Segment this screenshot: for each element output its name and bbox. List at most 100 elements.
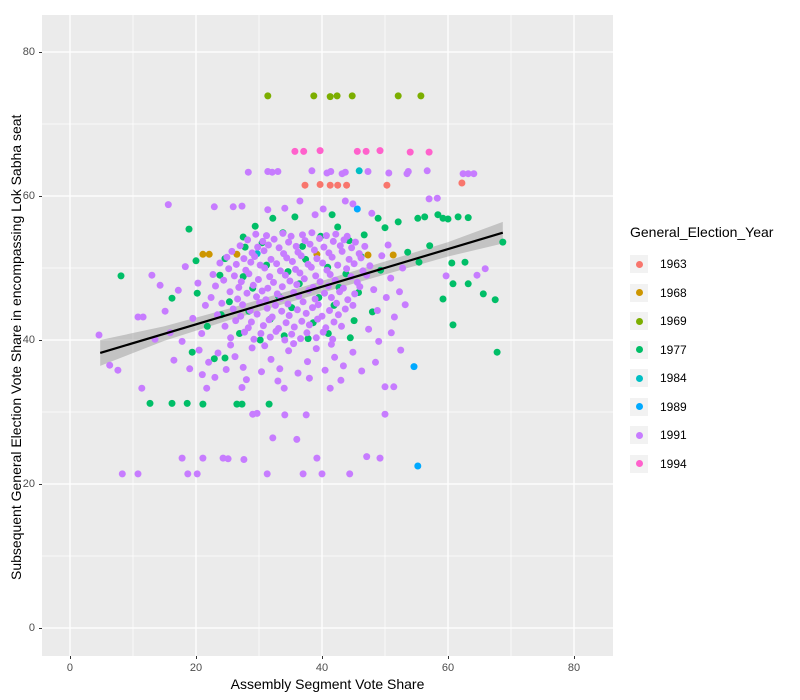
data-point-1991 — [349, 348, 357, 356]
data-point-1991 — [198, 371, 206, 379]
plot-panel — [42, 15, 613, 656]
data-point-1991 — [358, 367, 366, 375]
data-point-1977 — [233, 400, 241, 408]
data-point-1991 — [238, 202, 246, 210]
data-point-1969 — [326, 93, 334, 101]
data-point-1977 — [299, 242, 306, 250]
data-point-1991 — [263, 470, 271, 478]
data-point-1969 — [333, 92, 341, 100]
data-point-1991 — [308, 229, 316, 237]
data-point-1977 — [350, 317, 358, 325]
data-point-1991 — [336, 288, 344, 296]
data-point-1991 — [361, 242, 369, 250]
legend-item-label: 1963 — [660, 257, 687, 272]
data-point-1991 — [281, 411, 289, 419]
data-point-1991 — [341, 197, 349, 205]
x-tick-mark — [195, 656, 197, 659]
data-point-1991 — [470, 170, 478, 178]
data-point-1991 — [207, 294, 215, 301]
legend-point-icon — [635, 346, 643, 354]
data-point-1991 — [297, 252, 305, 260]
data-point-1963 — [316, 181, 324, 188]
data-point-1991 — [326, 307, 333, 314]
data-point-1969 — [417, 92, 425, 100]
legend-point-icon — [635, 374, 643, 382]
data-point-1991 — [292, 242, 300, 250]
data-point-1968 — [389, 251, 397, 259]
data-point-1991 — [239, 363, 247, 371]
data-point-1991 — [390, 313, 398, 321]
data-point-1991 — [229, 305, 237, 313]
data-point-1977 — [199, 400, 207, 408]
data-point-1991 — [230, 272, 238, 280]
data-point-1991 — [170, 356, 178, 364]
legend-item-label: 1994 — [660, 456, 687, 471]
data-point-1991 — [247, 318, 255, 326]
data-point-1968 — [205, 250, 213, 258]
data-point-1991 — [327, 168, 335, 175]
data-point-1991 — [339, 362, 347, 370]
x-axis-title: Assembly Segment Vote Share — [230, 676, 425, 692]
data-point-1991 — [337, 376, 345, 384]
data-point-1963 — [383, 181, 391, 189]
data-point-1991 — [283, 254, 291, 262]
data-point-1977 — [414, 214, 422, 222]
data-point-1991 — [261, 342, 269, 350]
y-tick-label: 40 — [22, 333, 35, 346]
data-point-1991 — [148, 271, 156, 279]
data-point-1991 — [178, 337, 186, 345]
data-point-1991 — [249, 281, 257, 289]
data-point-1991 — [161, 307, 169, 315]
data-point-1991 — [318, 470, 326, 478]
data-point-1991 — [214, 349, 222, 357]
data-point-1991 — [334, 261, 342, 269]
data-point-1991 — [237, 278, 245, 286]
data-point-1991 — [244, 168, 252, 176]
legend-item-label: 1969 — [660, 314, 687, 329]
data-point-1991 — [243, 289, 251, 297]
data-point-1991 — [287, 232, 295, 240]
data-point-1991 — [368, 209, 376, 217]
data-point-1991 — [319, 259, 327, 267]
data-point-1991 — [114, 366, 122, 374]
data-point-1991 — [193, 470, 201, 478]
data-point-1991 — [423, 167, 431, 175]
data-point-1991 — [314, 315, 322, 323]
legend-items: 1963 1968 1969 1977 1984 1989 1991 1994 — [630, 250, 798, 478]
x-tick-mark — [574, 656, 575, 659]
data-point-1991 — [259, 237, 267, 245]
y-tick-mark — [39, 52, 42, 53]
data-point-1991 — [238, 384, 246, 391]
data-point-1994 — [353, 147, 361, 155]
data-point-1991 — [313, 454, 321, 462]
data-point-1977 — [421, 213, 429, 221]
data-point-1991 — [258, 287, 266, 295]
data-point-1977 — [117, 272, 125, 280]
y-tick-label: 80 — [22, 46, 35, 58]
data-point-1991 — [282, 319, 290, 327]
data-point-1977 — [381, 224, 389, 232]
data-point-1991 — [303, 329, 311, 337]
data-point-1991 — [247, 258, 255, 266]
legend-item-label: 1989 — [660, 399, 687, 414]
data-point-1991 — [319, 328, 327, 336]
data-point-1991 — [189, 314, 197, 322]
data-point-1991 — [244, 236, 252, 244]
data-point-1991 — [281, 271, 289, 279]
data-point-1977 — [394, 218, 402, 226]
data-point-1991 — [373, 307, 381, 314]
data-point-1991 — [248, 344, 256, 352]
data-point-1991 — [404, 168, 412, 175]
data-point-1977 — [426, 242, 434, 250]
data-point-1991 — [270, 235, 278, 243]
legend-key — [630, 283, 648, 302]
data-point-1994 — [291, 147, 299, 155]
data-point-1991 — [329, 237, 337, 245]
data-point-1991 — [385, 169, 393, 177]
legend-point-icon — [635, 289, 643, 297]
data-point-1991 — [310, 246, 318, 254]
data-point-1969 — [264, 92, 272, 100]
data-point-1991 — [365, 325, 373, 333]
data-point-1991 — [186, 365, 194, 373]
data-point-1991 — [327, 294, 335, 301]
